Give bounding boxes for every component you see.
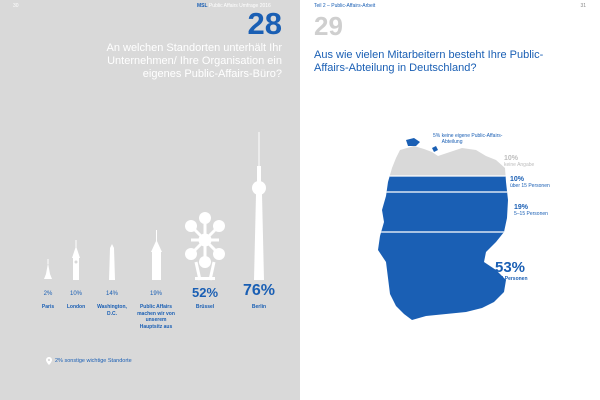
question-29-text: Aus wie vielen Mitarbeitern besteht Ihre… (314, 49, 544, 74)
percent-brussels: 52% (191, 285, 219, 300)
map-segment-5-15 (378, 192, 508, 232)
eiffel-tower-icon (44, 259, 52, 279)
running-head-text: Public Affairs Umfrage 2016 (208, 3, 271, 9)
left-running-head: MSL Public Affairs Umfrage 2016 (197, 3, 271, 9)
label-no-department: 5% keine eigene Public-Affairs-Abteilung (433, 133, 503, 145)
question-number-28: 28 (247, 6, 282, 41)
map-segment-over-15 (378, 176, 508, 192)
location-pin-icon (46, 357, 52, 365)
map-segment-no-answer (378, 146, 508, 176)
right-running-head: Teil 2 – Public-Affairs-Arbeit (314, 3, 376, 9)
city-brussels: Brüssel (195, 304, 215, 310)
left-page-number: 30 (13, 3, 19, 9)
tv-tower-icon (252, 132, 266, 280)
percent-paris: 2% (43, 291, 53, 297)
city-london: London (66, 304, 86, 310)
question-number-29: 29 (314, 11, 343, 41)
question-28-text: An welchen Standorten unterhält Ihr Unte… (106, 42, 282, 80)
left-page: 30 MSL Public Affairs Umfrage 2016 28 An… (0, 0, 300, 400)
percent-headquarters: 19% (149, 291, 163, 297)
label-1-4: 53% 1–4 Personen (495, 259, 528, 283)
label-no-answer: 10% keine Angabe (504, 155, 535, 168)
right-page-number: 31 (580, 3, 586, 9)
label-5-15: 19% 5–15 Personen (514, 204, 548, 217)
city-paris: Paris (41, 304, 55, 310)
landmarks-illustration (44, 132, 266, 281)
percent-washington: 14% (105, 291, 119, 297)
label-over-15: 10% über 15 Personen (510, 176, 550, 189)
skyscraper-icon (151, 230, 162, 280)
footnote-text: 2% sonstige wichtige Standorte (55, 358, 132, 364)
map-segment-no-department (406, 138, 438, 152)
footnote: 2% sonstige wichtige Standorte (46, 357, 132, 365)
percent-london: 10% (69, 291, 83, 297)
map-segment-1-4 (378, 232, 508, 320)
city-headquarters: Public Affairs machen wir von unserem Ha… (137, 304, 175, 330)
city-berlin: Berlin (251, 304, 267, 310)
washington-monument-icon (109, 244, 115, 280)
city-washington: Washington, D.C. (97, 304, 127, 317)
big-ben-icon (72, 240, 80, 280)
right-page: Teil 2 – Public-Affairs-Arbeit 31 29 Aus… (300, 0, 600, 400)
percent-berlin: 76% (242, 282, 276, 299)
germany-map (378, 138, 508, 320)
atomium-icon (185, 212, 225, 281)
running-head-brand: MSL (197, 3, 208, 9)
